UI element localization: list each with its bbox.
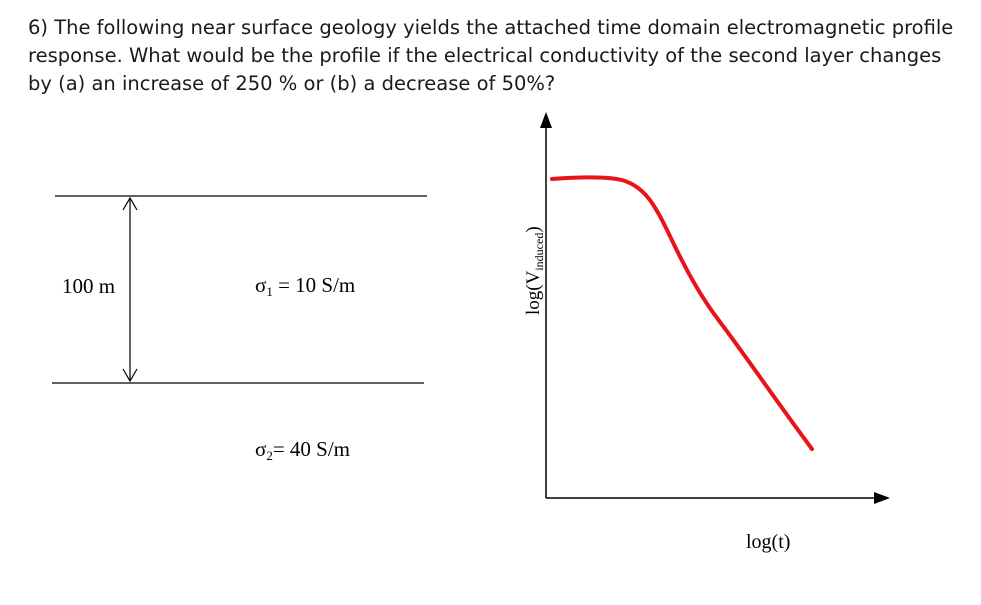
thickness-label: 100 m: [62, 274, 115, 298]
question-text: 6) The following near surface geology yi…: [28, 16, 954, 95]
layer2-conductivity-label: σ2= 40 S/m: [255, 437, 350, 463]
y-axis-label: log(Vinduced): [523, 226, 546, 315]
thickness-dimension-arrow: [122, 196, 138, 383]
x-axis-arrowhead: [874, 492, 890, 504]
geology-model: 100 m σ1 = 10 S/m σ2= 40 S/m: [52, 195, 427, 463]
x-axis-label: log(t): [746, 531, 790, 553]
y-axis-arrowhead: [540, 112, 552, 128]
layer1-subscript: 1: [266, 284, 273, 299]
layer2-value: = 40 S/m: [273, 437, 350, 461]
layer2-subscript: 2: [266, 448, 273, 463]
layer2-sigma: σ: [255, 437, 266, 461]
tem-response-plot: log(Vinduced) log(t): [523, 112, 890, 553]
layer1-sigma: σ: [255, 273, 266, 297]
layer1-conductivity-label: σ1 = 10 S/m: [255, 273, 355, 299]
layer1-value: = 10 S/m: [273, 273, 355, 297]
tem-response-curve: [550, 175, 814, 451]
